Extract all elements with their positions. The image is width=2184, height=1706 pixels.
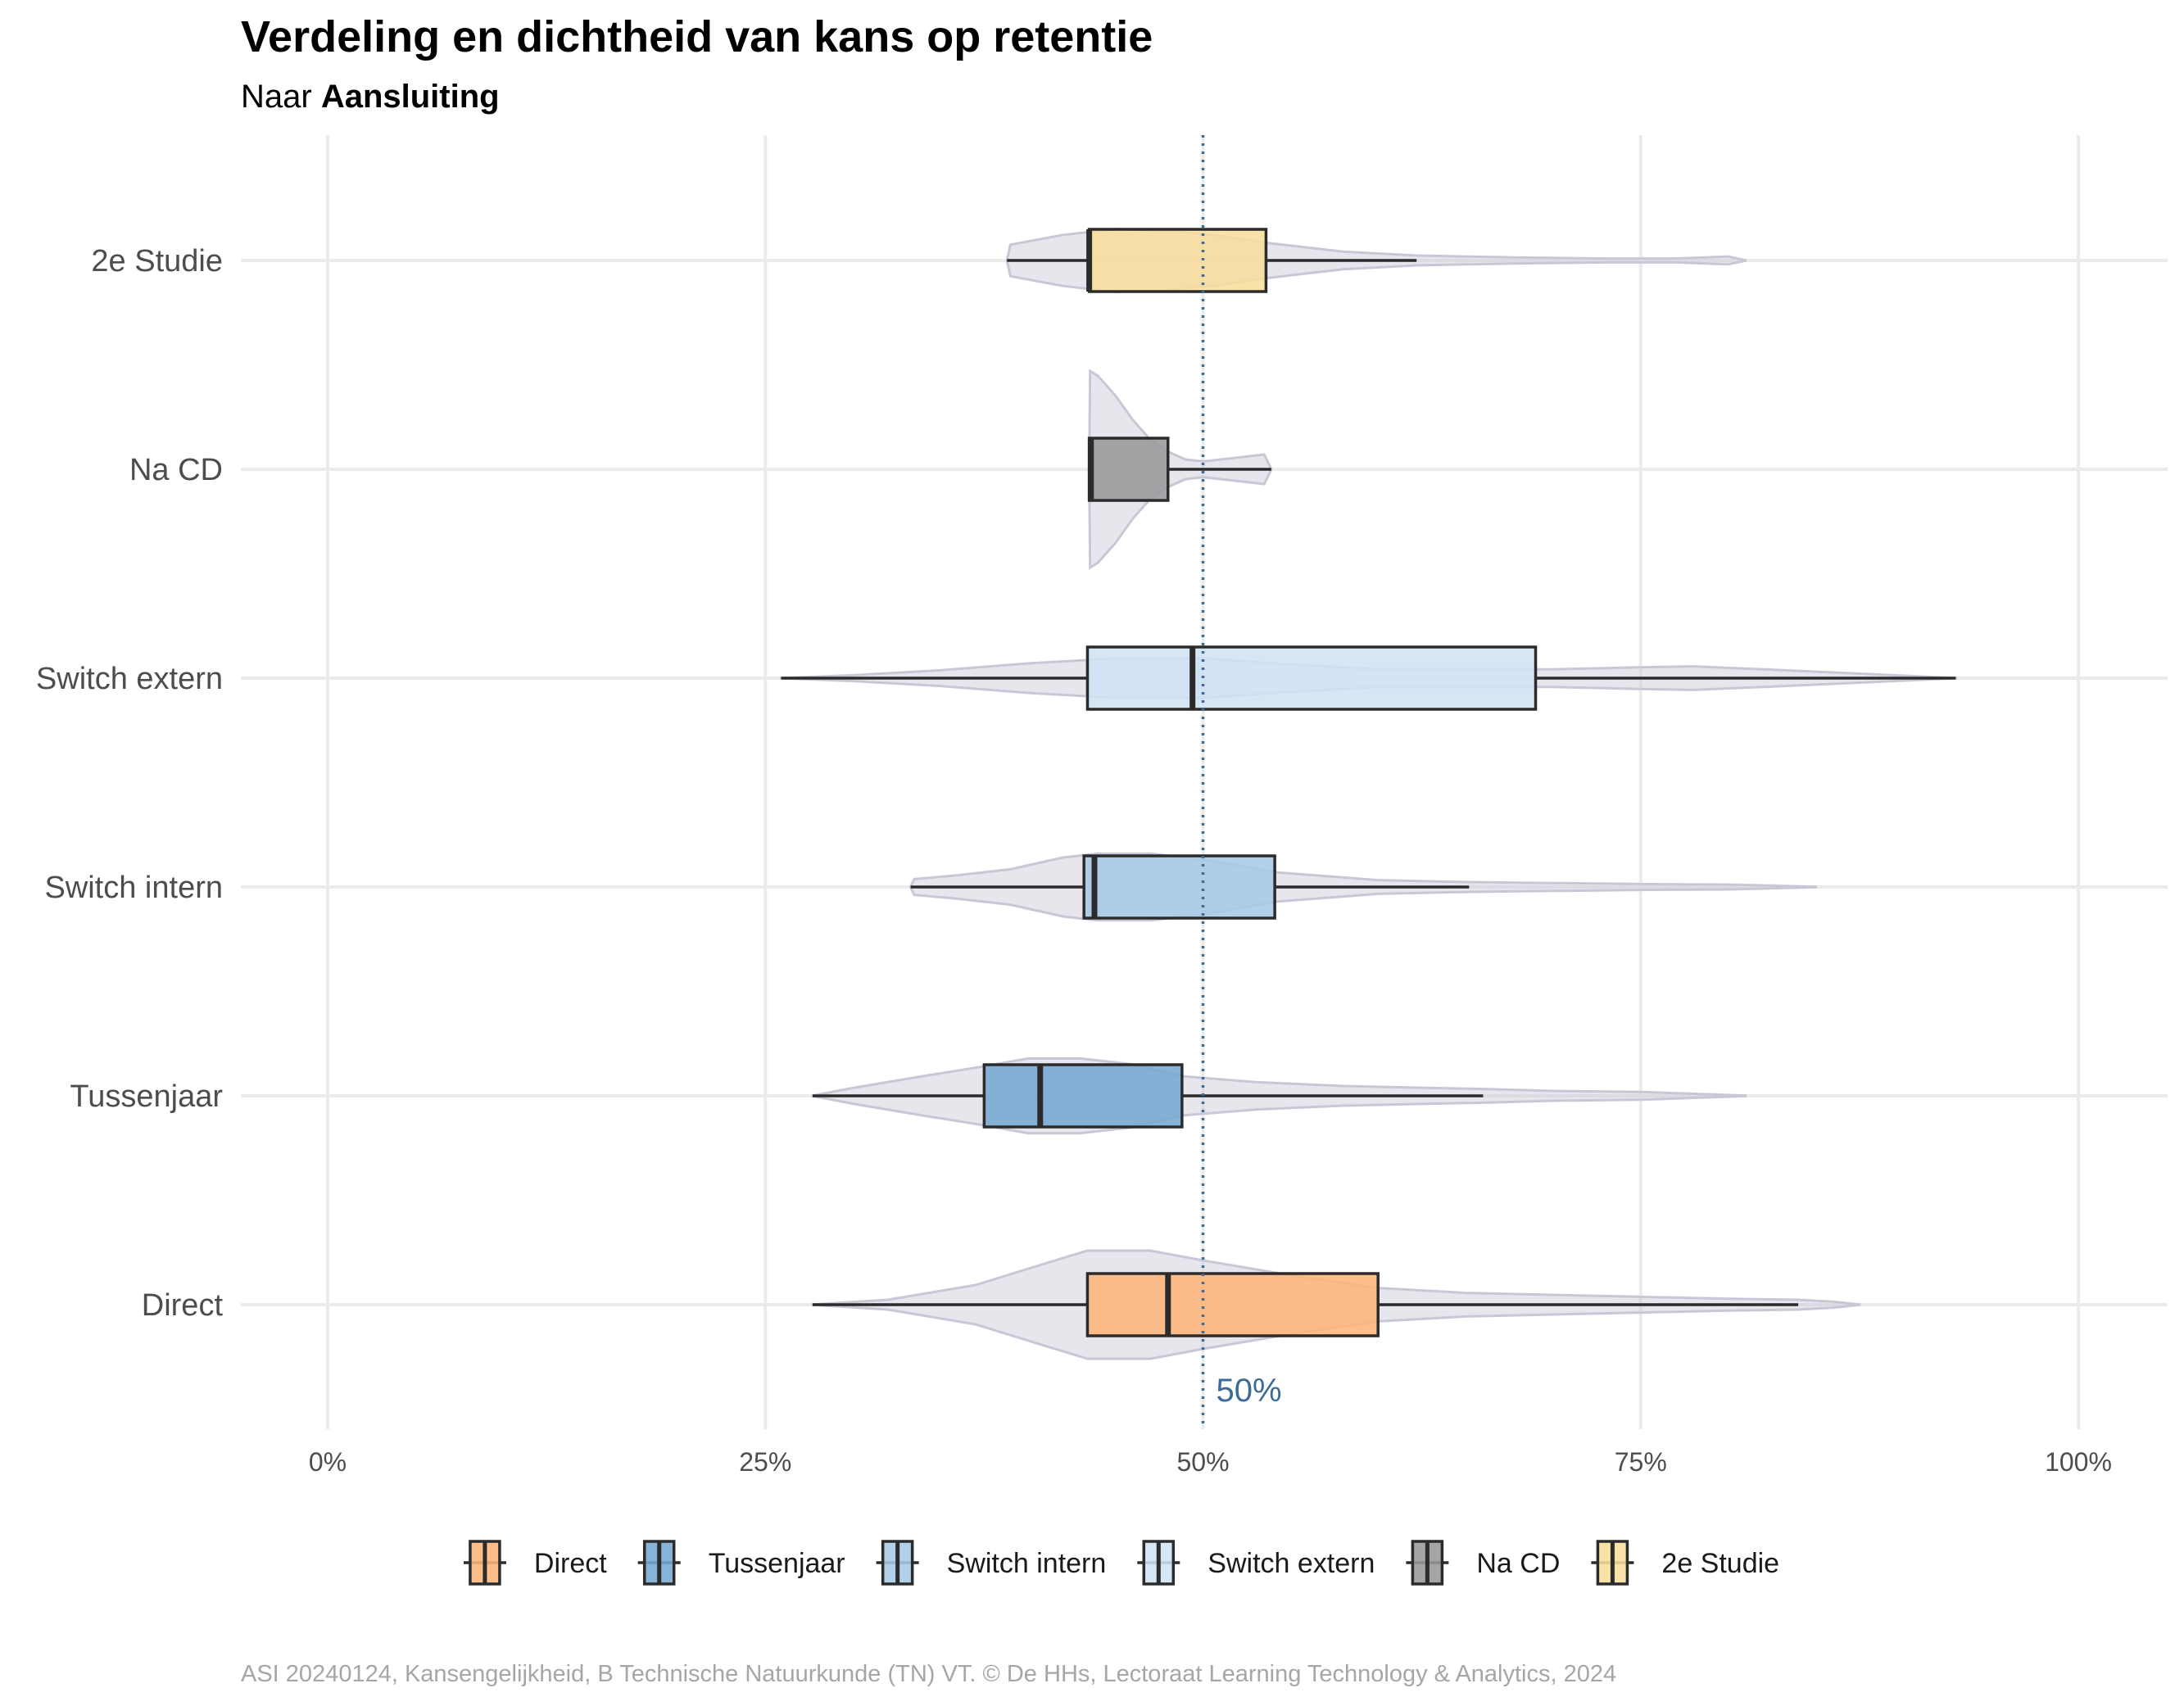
legend-label-tussenjaar: Tussenjaar xyxy=(709,1548,845,1579)
y-tick-label-2e-studie: 2e Studie xyxy=(91,244,223,278)
y-tick-label-switch-intern: Switch intern xyxy=(44,871,223,905)
subtitle-group-variable: Aansluiting xyxy=(321,79,500,115)
legend-item-direct: Direct xyxy=(463,1540,607,1586)
y-tick-label-na-cd: Na CD xyxy=(129,453,223,487)
boxplot-direct xyxy=(812,1272,1799,1337)
box-tussenjaar xyxy=(982,1063,1184,1129)
boxplot-na-cd xyxy=(1087,437,1271,502)
reference-line-label: 50% xyxy=(1217,1373,1282,1409)
box-direct xyxy=(1085,1272,1380,1337)
y-tick-label-direct: Direct xyxy=(142,1288,224,1323)
box-switch-intern xyxy=(1082,854,1276,920)
x-tick-label-3: 75% xyxy=(1615,1447,1667,1477)
legend: Direct Tussenjaar Switch intern Switch exte… xyxy=(463,1540,1779,1586)
boxplot-switch-extern xyxy=(781,645,1956,711)
legend-label-switch-intern: Switch intern xyxy=(947,1548,1107,1579)
box-switch-extern xyxy=(1085,645,1538,711)
y-tick-label-tussenjaar: Tussenjaar xyxy=(70,1079,223,1114)
subtitle-prefix: Naar xyxy=(241,79,321,115)
chart-caption: ASI 20240124, Kansengelijkheid, B Techni… xyxy=(241,1661,1616,1687)
x-axis-tick-labels: 0% 25% 50% 75% 100% xyxy=(309,1447,2112,1477)
legend-item-2e-studie: 2e Studie xyxy=(1591,1540,1779,1586)
legend-label-direct: Direct xyxy=(534,1548,607,1579)
boxplots xyxy=(781,228,1956,1337)
boxplot-switch-intern xyxy=(910,854,1470,920)
y-axis-tick-labels: Direct Tussenjaar Switch intern Switch exte… xyxy=(36,244,224,1323)
x-tick-label-1: 25% xyxy=(739,1447,791,1477)
y-tick-label-switch-extern: Switch extern xyxy=(36,662,223,696)
x-tick-label-4: 100% xyxy=(2045,1447,2112,1477)
chart-subtitle: Naar Aansluiting xyxy=(241,79,500,115)
legend-label-switch-extern: Switch extern xyxy=(1208,1548,1375,1579)
legend-item-tussenjaar: Tussenjaar xyxy=(637,1540,845,1586)
legend-item-switch-intern: Switch intern xyxy=(876,1540,1107,1586)
x-tick-label-0: 0% xyxy=(309,1447,347,1477)
legend-label-2e-studie: 2e Studie xyxy=(1661,1548,1779,1579)
boxplot-tussenjaar xyxy=(812,1063,1484,1129)
legend-item-switch-extern: Switch extern xyxy=(1137,1540,1375,1586)
violins xyxy=(779,228,1957,1360)
legend-item-na-cd: Na CD xyxy=(1406,1540,1560,1586)
box-na-cd xyxy=(1087,437,1170,502)
chart-title: Verdeling en dichtheid van kans op reten… xyxy=(241,12,1153,61)
boxplot-2e-studie xyxy=(1007,228,1417,293)
legend-label-na-cd: Na CD xyxy=(1476,1548,1560,1579)
reference-line-group: 50% xyxy=(1201,135,1282,1429)
x-tick-label-2: 50% xyxy=(1176,1447,1229,1477)
box-2e-studie xyxy=(1087,228,1268,293)
